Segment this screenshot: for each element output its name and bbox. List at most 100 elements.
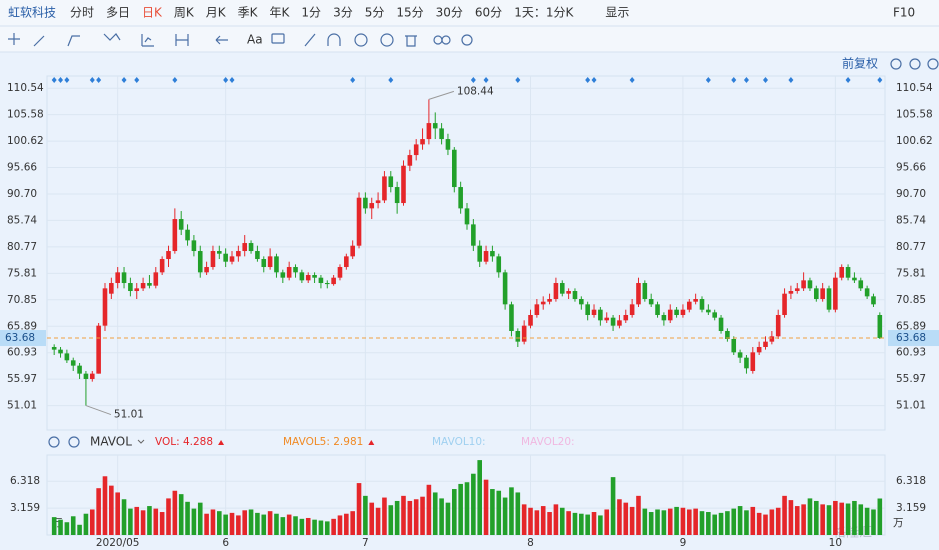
event-marker[interactable] <box>350 77 356 83</box>
candle-body <box>744 357 749 369</box>
zoom-out[interactable] <box>909 58 921 70</box>
event-marker[interactable] <box>877 77 883 83</box>
event-marker[interactable] <box>763 77 769 83</box>
toolbar-item[interactable]: 月K <box>206 6 227 20</box>
volume-bar <box>96 488 101 535</box>
settings-tool[interactable] <box>461 34 473 46</box>
toolbar-item[interactable]: 虹软科技 <box>8 6 56 20</box>
delete-tool[interactable] <box>405 35 417 47</box>
candle-body <box>293 267 298 273</box>
event-marker[interactable] <box>51 77 57 83</box>
volume-bar <box>591 512 597 535</box>
lock-tool[interactable] <box>354 33 368 47</box>
candle-body <box>394 187 400 204</box>
volume-bar <box>128 508 133 535</box>
toolbar-item[interactable]: 1天：1分K <box>514 6 574 20</box>
toolbar-item[interactable]: 季K <box>238 6 259 20</box>
measure-tool[interactable] <box>141 34 154 47</box>
y-tick-label: 95.66 <box>896 162 926 174</box>
event-marker[interactable] <box>591 77 597 83</box>
toolbar-item[interactable]: 周K <box>174 6 195 20</box>
volume-bar <box>274 513 279 535</box>
candle-body <box>375 200 381 204</box>
toolbar-item[interactable]: 60分 <box>475 6 502 20</box>
candle-body <box>312 275 317 278</box>
event-marker[interactable] <box>470 77 476 83</box>
event-marker[interactable] <box>743 77 749 83</box>
zoom-in[interactable] <box>927 58 939 70</box>
event-marker[interactable] <box>172 77 178 83</box>
wave-tool[interactable] <box>103 33 121 41</box>
indicator-name[interactable]: MAVOL <box>90 435 132 449</box>
candle-body <box>509 304 514 331</box>
toolbar-item[interactable]: 15分 <box>396 6 423 20</box>
toolbar-item[interactable]: 日K <box>142 6 163 20</box>
volume-bar <box>617 499 622 535</box>
candle-body <box>845 267 851 278</box>
range-tool[interactable] <box>175 34 189 46</box>
candle-body <box>191 240 197 252</box>
toolbar-item[interactable]: 1分 <box>301 6 321 20</box>
toolbar-item[interactable]: F10 <box>893 6 915 20</box>
candle-body <box>420 139 425 145</box>
volume-bar <box>280 517 286 535</box>
event-marker[interactable] <box>134 77 140 83</box>
event-marker[interactable] <box>515 77 521 83</box>
toolbar-item[interactable]: 3分 <box>333 6 353 20</box>
candle-body <box>636 283 641 305</box>
candle-body <box>413 144 419 156</box>
note-tool[interactable] <box>271 33 285 44</box>
event-marker[interactable] <box>96 77 102 83</box>
candle-body <box>134 288 140 292</box>
toolbar-item[interactable]: 显示 <box>605 6 629 20</box>
candle-body <box>496 256 502 273</box>
adjust-mode[interactable]: 前复权 <box>842 56 878 71</box>
last-price-label: 63.68 <box>5 332 35 344</box>
toolbar-item[interactable]: 年K <box>270 6 291 20</box>
magnet-tool[interactable] <box>327 33 341 46</box>
toolbar-item[interactable]: 30分 <box>436 6 463 20</box>
compare-tool[interactable] <box>441 35 451 45</box>
y-tick-label: 105.58 <box>896 109 933 121</box>
candle-body <box>286 267 292 278</box>
toolbar-item[interactable]: 分时 <box>70 6 94 20</box>
indicator-settings[interactable] <box>48 436 60 448</box>
event-marker[interactable] <box>585 77 591 83</box>
candle-body <box>712 312 717 318</box>
x-tick-label: 9 <box>680 537 687 549</box>
hide-tool[interactable] <box>380 33 394 47</box>
event-marker[interactable] <box>705 77 711 83</box>
event-marker[interactable] <box>89 77 95 83</box>
line-tool[interactable] <box>33 35 45 47</box>
candle-body <box>623 315 629 321</box>
candle-body <box>210 251 216 268</box>
event-marker[interactable] <box>58 77 64 83</box>
event-marker[interactable] <box>483 77 489 83</box>
event-marker[interactable] <box>121 77 127 83</box>
event-marker[interactable] <box>731 77 737 83</box>
volume-bar <box>718 512 724 535</box>
channel-tool[interactable] <box>67 35 80 47</box>
volume-bar <box>471 473 476 535</box>
event-marker[interactable] <box>64 77 70 83</box>
undo[interactable] <box>890 58 902 70</box>
move-tool[interactable] <box>8 33 20 45</box>
text-tool[interactable]: Aa <box>247 33 263 47</box>
candle-body <box>172 219 178 252</box>
toolbar-item[interactable]: 5分 <box>365 6 385 20</box>
ruler-tool[interactable] <box>304 33 316 47</box>
event-marker[interactable] <box>788 77 794 83</box>
arrow-tool[interactable] <box>215 35 228 45</box>
event-marker[interactable] <box>845 77 851 83</box>
event-marker[interactable] <box>229 77 235 83</box>
toolbar-item[interactable]: 多日 <box>106 6 130 20</box>
volume-bar <box>236 515 241 535</box>
event-marker[interactable] <box>388 77 394 83</box>
indicator-close[interactable] <box>68 436 80 448</box>
event-marker[interactable] <box>223 77 229 83</box>
dropdown[interactable] <box>137 439 145 444</box>
event-marker[interactable] <box>629 77 635 83</box>
last-price-label: 63.68 <box>896 332 926 344</box>
candle-body <box>166 251 171 260</box>
volume-bar <box>89 509 95 535</box>
